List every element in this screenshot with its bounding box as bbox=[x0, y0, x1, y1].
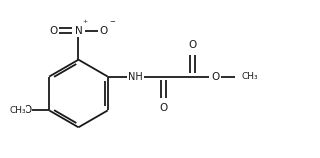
Text: O: O bbox=[188, 40, 196, 50]
Text: O: O bbox=[211, 72, 220, 82]
Text: CH₃: CH₃ bbox=[9, 106, 26, 115]
Text: O: O bbox=[49, 26, 57, 36]
Text: O: O bbox=[23, 105, 32, 115]
Text: O: O bbox=[100, 26, 108, 36]
Text: N: N bbox=[75, 26, 82, 36]
Text: NH: NH bbox=[128, 72, 143, 82]
Text: −: − bbox=[109, 19, 115, 25]
Text: +: + bbox=[82, 19, 87, 24]
Text: O: O bbox=[159, 103, 167, 113]
Text: CH₃: CH₃ bbox=[242, 72, 259, 81]
